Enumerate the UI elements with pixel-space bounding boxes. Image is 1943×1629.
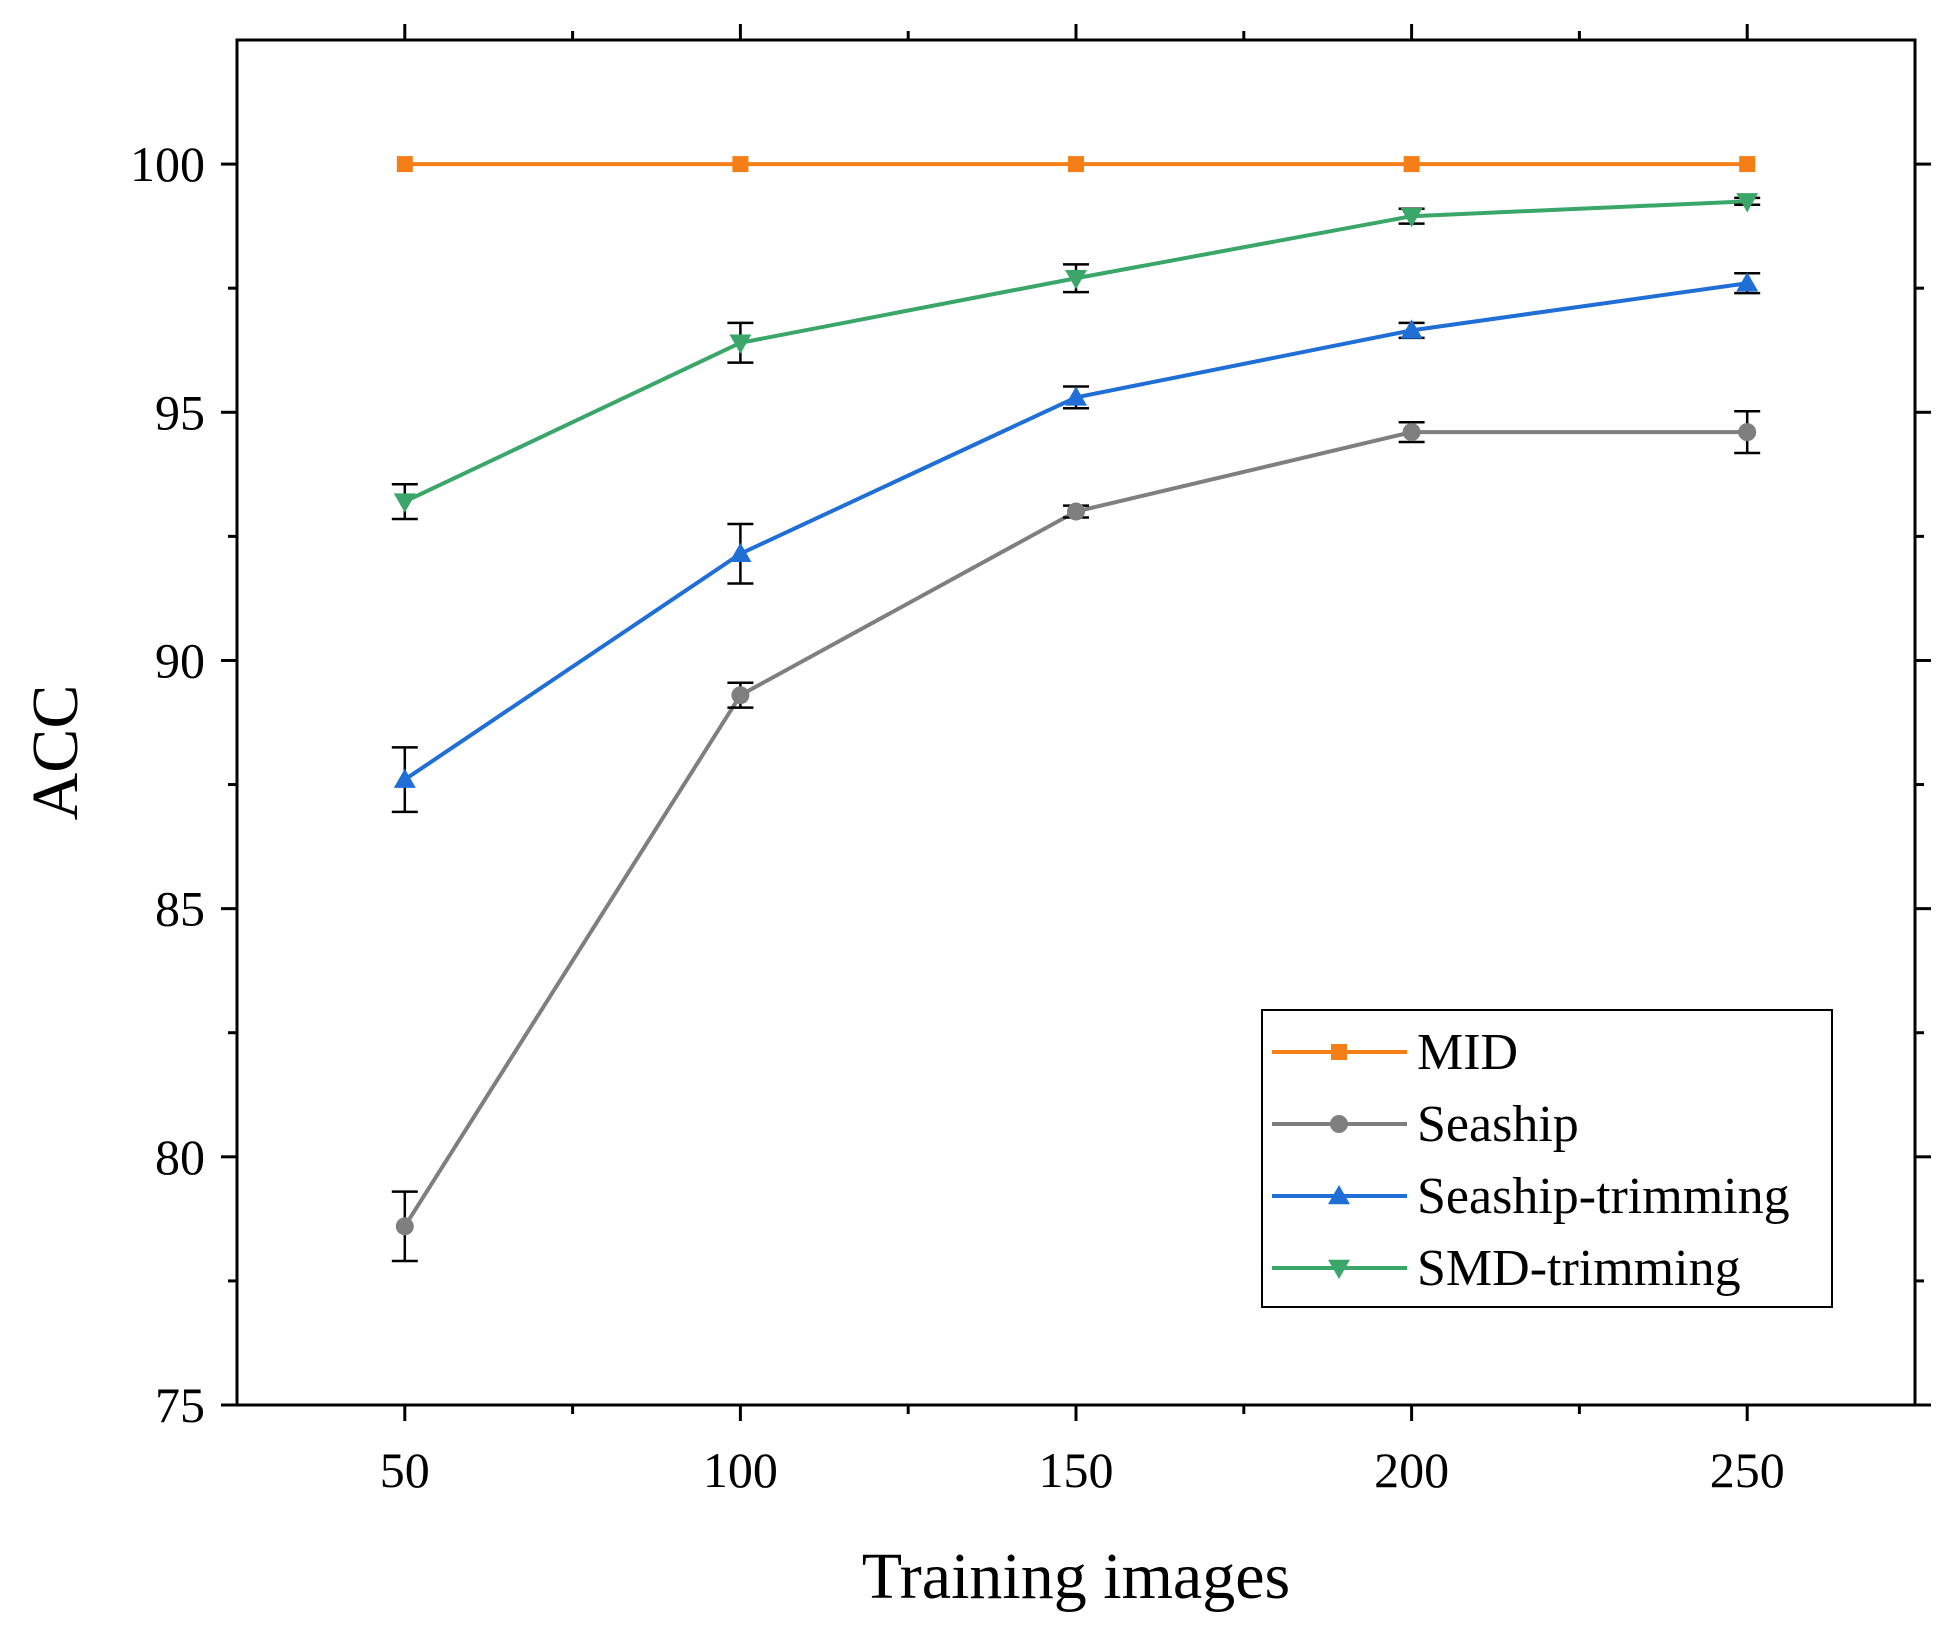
y-tick-label: 85 <box>155 881 205 937</box>
data-point <box>1739 156 1756 173</box>
data-point <box>1067 502 1085 521</box>
data-point <box>729 542 752 562</box>
data-point <box>1403 156 1420 173</box>
data-point <box>1065 386 1087 406</box>
series-layer <box>391 156 1761 1263</box>
data-point <box>1736 193 1759 213</box>
series-mid <box>396 156 1756 173</box>
data-point <box>729 334 752 354</box>
data-point <box>393 768 416 788</box>
data-point <box>1068 156 1084 173</box>
x-tick-label: 150 <box>1039 1442 1114 1498</box>
legend-label: Seaship-trimming <box>1417 1168 1790 1225</box>
series-seaship <box>391 410 1761 1263</box>
legend-marker <box>1331 1044 1347 1060</box>
data-point <box>732 156 749 173</box>
data-point <box>731 686 750 705</box>
legend-item: MID <box>1272 1024 1518 1081</box>
x-tick-label: 100 <box>703 1442 778 1498</box>
legend-item: SMD-trimming <box>1272 1240 1741 1297</box>
plot-frame <box>235 38 1917 1407</box>
y-tick-label: 90 <box>155 632 205 688</box>
data-point <box>393 493 416 513</box>
x-tick-label: 200 <box>1374 1442 1449 1498</box>
series-smd-trimming <box>391 193 1761 521</box>
y-axis-title: ACC <box>19 685 92 821</box>
legend-label: MID <box>1417 1024 1518 1081</box>
x-tick-label: 250 <box>1710 1442 1785 1498</box>
data-point <box>395 1217 414 1236</box>
legend-marker <box>1330 1115 1348 1133</box>
legend: MID Seaship Seaship-trimming SMD-trimming <box>1261 1009 1833 1308</box>
data-point <box>1400 207 1423 228</box>
data-point <box>1736 272 1759 292</box>
y-tick-label: 75 <box>155 1377 205 1433</box>
legend-item: Seaship-trimming <box>1272 1168 1790 1225</box>
legend-label: SMD-trimming <box>1417 1240 1741 1297</box>
legend-marker <box>1328 1185 1350 1205</box>
y-tick-label: 80 <box>155 1129 205 1185</box>
y-tick-label: 95 <box>155 384 205 440</box>
data-point <box>1065 270 1087 290</box>
axes: 50 100 150 200 250 75 80 85 90 95 100 <box>130 24 1931 1498</box>
series-seaship-trimming <box>391 272 1761 814</box>
data-point <box>1402 423 1421 442</box>
y-tick-label: 100 <box>130 136 205 192</box>
data-point <box>1400 319 1423 339</box>
legend-box <box>1261 1009 1833 1308</box>
data-point <box>396 156 413 173</box>
x-axis-title: Training images <box>862 1540 1290 1613</box>
data-point <box>1738 423 1757 442</box>
legend-label: Seaship <box>1417 1096 1579 1153</box>
legend-item: Seaship <box>1272 1096 1579 1153</box>
legend-marker <box>1328 1259 1350 1279</box>
x-tick-label: 50 <box>380 1442 430 1498</box>
